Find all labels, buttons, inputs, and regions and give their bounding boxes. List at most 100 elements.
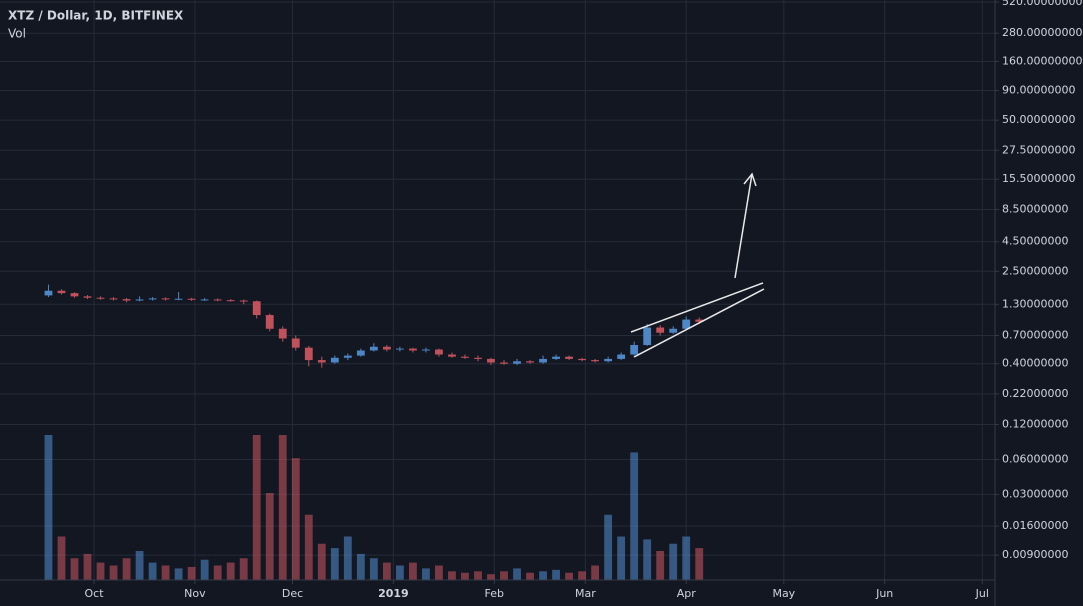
candle-body <box>474 357 482 359</box>
chart-title: XTZ / Dollar, 1D, BITFINEX <box>8 9 184 23</box>
y-tick-label: 280.00000000 <box>1002 26 1082 39</box>
y-tick-label: 15.50000000 <box>1002 172 1075 185</box>
volume-bar <box>682 536 691 580</box>
candle-body <box>226 300 235 302</box>
volume-bar <box>109 565 118 580</box>
axes: 520.00000000 280.00000000 160.00000000 90.0… <box>85 0 1083 600</box>
volume-bar <box>448 571 456 580</box>
y-tick-label: 2.50000000 <box>1002 264 1068 277</box>
candle-body <box>435 349 443 355</box>
candle-body <box>83 296 92 298</box>
candle-body <box>604 358 613 362</box>
y-tick-label: 90.00000000 <box>1002 83 1075 96</box>
candle-body <box>239 300 248 302</box>
candles <box>44 284 704 368</box>
candle-body <box>669 328 678 333</box>
y-tick-label: 0.06000000 <box>1002 452 1068 465</box>
y-tick-label: 8.50000000 <box>1002 203 1068 216</box>
volume-bar <box>317 543 326 580</box>
candle-body <box>174 298 183 300</box>
volume-bar <box>630 452 639 580</box>
volume-bar <box>187 566 196 580</box>
volume-bar <box>669 543 678 580</box>
volume-bar <box>656 551 665 580</box>
candle-body <box>643 327 652 345</box>
candle-body <box>291 338 300 348</box>
volume-bar <box>578 571 587 580</box>
volume-bar <box>57 536 66 580</box>
volume-bar <box>382 562 391 580</box>
x-tick-label: Mar <box>575 587 596 600</box>
candle-body <box>539 358 547 363</box>
volume-bar <box>487 574 495 580</box>
volume-bar <box>148 562 157 580</box>
candle-body <box>591 360 600 362</box>
candle-body <box>135 299 144 301</box>
candle-body <box>252 301 261 316</box>
volume-bar <box>513 568 521 580</box>
volume-bar <box>526 572 534 580</box>
candle-body <box>682 319 691 329</box>
y-tick-label: 27.50000000 <box>1002 143 1075 156</box>
volume-bar <box>643 539 652 580</box>
y-tick-label: 0.00900000 <box>1002 548 1068 561</box>
y-tick-label: 0.01600000 <box>1002 519 1068 532</box>
volume-bar <box>474 571 482 580</box>
candle-body <box>200 299 209 301</box>
y-tick-label: 160.00000000 <box>1002 54 1082 67</box>
candle-body <box>278 328 287 339</box>
x-tick-label: Jul <box>975 587 989 600</box>
volume-bar <box>252 435 261 580</box>
candle-body <box>656 327 665 333</box>
candle-body <box>343 355 352 358</box>
x-tick-label: Oct <box>85 587 105 600</box>
volume-bar <box>395 565 404 580</box>
candle-body <box>96 297 105 299</box>
volume-bar <box>70 558 79 580</box>
candle-body <box>148 298 157 300</box>
candle-body <box>317 360 326 363</box>
volume-bar <box>265 493 274 580</box>
candle-body <box>382 346 391 350</box>
candle-body <box>161 298 170 300</box>
volume-bar <box>343 536 352 580</box>
candle-body <box>578 358 587 361</box>
arrow-head <box>743 172 757 187</box>
volume-bar <box>44 435 53 580</box>
candle-body <box>513 361 521 364</box>
x-tick-label: 2019 <box>378 587 409 600</box>
candle-body <box>617 354 626 359</box>
y-tick-label: 0.70000000 <box>1002 329 1068 342</box>
candle-body <box>44 290 53 296</box>
volume-bar <box>213 565 222 580</box>
candle-body <box>265 315 274 329</box>
candle-body <box>408 348 417 351</box>
volume-bar <box>408 562 417 580</box>
x-tick-label: Feb <box>485 587 504 600</box>
y-tick-label: 0.40000000 <box>1002 357 1068 370</box>
volume-bar <box>500 571 508 580</box>
volume-bar <box>356 553 365 580</box>
candle-body <box>304 347 313 361</box>
drawings <box>630 172 765 358</box>
x-tick-label: Dec <box>282 587 303 600</box>
candle-body <box>395 348 404 350</box>
volume-bar <box>278 435 287 580</box>
volume-bar <box>617 536 626 580</box>
x-tick-label: Apr <box>677 587 697 600</box>
volume-bar <box>122 558 131 580</box>
x-tick-label: Nov <box>184 587 206 600</box>
candle-body <box>422 349 430 351</box>
volume-bar <box>435 565 443 580</box>
volume-bar <box>291 458 300 580</box>
y-tick-label: 4.50000000 <box>1002 235 1068 248</box>
volume-bar <box>565 572 573 580</box>
y-tick-label: 520.00000000 <box>1002 0 1082 8</box>
candle-body <box>213 299 222 301</box>
candle-body <box>187 298 196 300</box>
volume-bar <box>604 514 613 580</box>
volume-bar <box>200 559 209 580</box>
arrow <box>734 173 753 279</box>
candle-body <box>57 290 66 294</box>
